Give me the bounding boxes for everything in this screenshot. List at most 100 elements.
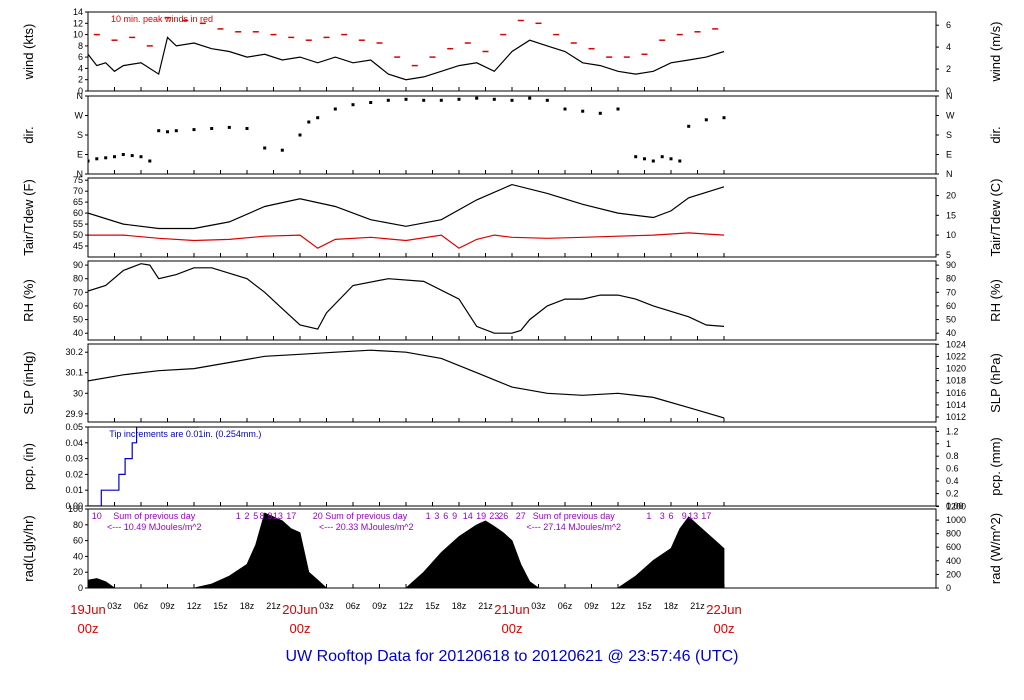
hour-mark-11: 6	[443, 511, 448, 521]
hour-mark-21: 9	[682, 511, 687, 521]
ytick-right-label-dir-2: S	[946, 130, 952, 140]
ylabel-rad: rad(Lgly/hr)	[21, 515, 36, 581]
dir-point-14	[245, 127, 249, 130]
dir-point-35	[598, 111, 602, 115]
ytick-label-slp-2: 30.1	[65, 368, 83, 378]
dir-point-42	[678, 159, 682, 163]
hour-mark-2: 2	[244, 511, 249, 521]
plot-area-rh	[88, 263, 725, 334]
plot-area-temp	[88, 183, 725, 249]
ylabel-right-rad: rad (W/m^2)	[988, 513, 1003, 584]
plot-area-pcp	[88, 427, 199, 506]
dir-point-7	[148, 159, 152, 163]
ytick-label-rad-2: 40	[73, 551, 83, 561]
ytick-label-pcp-3: 0.03	[65, 454, 83, 464]
hour-mark-9: 1	[426, 511, 431, 521]
ytick-right-label-slp-0: 1012	[946, 412, 966, 422]
dir-point-30	[510, 98, 514, 102]
ylabel-right-wind: wind (m/s)	[988, 22, 1003, 83]
dir-point-29	[492, 97, 496, 101]
ytick-label-rh-5: 90	[73, 260, 83, 270]
hour-mark-13: 14	[463, 511, 473, 521]
daily-total-value-2: <--- 27.14 MJoules/m^2	[527, 522, 622, 532]
footer-time: 23:57:46	[628, 648, 691, 665]
date-label-1: 20Jun	[282, 602, 317, 617]
ytick-label-rad-4: 80	[73, 520, 83, 530]
dir-point-4	[121, 153, 125, 156]
ytick-label-wind-7: 14	[73, 7, 83, 17]
ytick-right-label-pcp-1: 0.2	[946, 489, 959, 499]
daily-total-value-1: <--- 20.33 MJoules/m^2	[319, 522, 414, 532]
hour-mark-19: 3	[660, 511, 665, 521]
dir-point-43	[687, 124, 691, 128]
ytick-right-label-pcp-5: 1	[946, 439, 951, 449]
plot-area-wind	[88, 16, 725, 81]
dir-point-27	[457, 97, 461, 101]
ytick-right-label-rh-3: 70	[946, 287, 956, 297]
panel-frame-temp	[87, 177, 937, 258]
time-label-2: 09z	[160, 601, 175, 611]
dir-point-24	[404, 97, 408, 101]
ytick-right-label-temp-2: 15	[946, 210, 956, 220]
time-label-1: 06z	[134, 601, 149, 611]
ytick-right-label-slp-2: 1016	[946, 388, 966, 398]
hour-mark-16: 26	[498, 511, 508, 521]
ytick-label-dir-2: S	[77, 130, 83, 140]
dir-point-34	[581, 109, 585, 113]
time-label-16: 09z	[584, 601, 599, 611]
ytick-label-rad-1: 20	[73, 567, 83, 577]
ylabel-right-rh: RH (%)	[988, 279, 1003, 322]
dir-point-32	[545, 98, 549, 102]
ytick-right-label-rad-4: 800	[946, 529, 961, 539]
ytick-right-label-slp-5: 1022	[946, 351, 966, 361]
dir-point-38	[643, 157, 646, 161]
ytick-label-wind-1: 2	[78, 75, 83, 85]
hour-mark-12: 9	[452, 511, 457, 521]
ytick-right-label-rad-5: 1000	[946, 515, 966, 525]
daily-total-label-0: Sum of previous day	[113, 511, 196, 521]
date-label-3: 22Jun	[706, 602, 741, 617]
ytick-right-label-rad-3: 600	[946, 542, 961, 552]
dir-point-19	[316, 116, 320, 120]
ytick-label-rad-5: 100	[68, 504, 83, 514]
hour-mark-0: 10	[92, 511, 102, 521]
date-label-2: 21Jun	[494, 602, 529, 617]
ytick-label-slp-1: 30	[73, 388, 83, 398]
ytick-right-label-slp-4: 1020	[946, 364, 966, 374]
time-label-4: 15z	[213, 601, 228, 611]
ytick-label-temp-1: 50	[73, 230, 83, 240]
ytick-right-label-rh-5: 90	[946, 260, 956, 270]
ytick-right-label-dir-4: N	[946, 91, 953, 101]
ylabel-slp: SLP (inHg)	[21, 351, 36, 414]
ytick-label-dir-3: W	[75, 111, 84, 121]
ytick-right-label-rh-2: 60	[946, 301, 956, 311]
footer-caption: UW Rooftop Data for 20120618 to 20120621…	[0, 648, 1024, 666]
panel-rad: 020406080100020040060080010001200rad(Lgl…	[21, 502, 1003, 594]
slp-line	[88, 349, 725, 419]
ytick-label-temp-2: 55	[73, 219, 83, 229]
hour-mark-15: 23	[489, 511, 499, 521]
plot-area-dir	[88, 96, 726, 163]
dir-point-2	[104, 156, 108, 160]
ytick-label-rh-3: 70	[73, 287, 83, 297]
ytick-label-dir-0: N	[77, 169, 84, 179]
ytick-right-label-dir-0: N	[946, 169, 953, 179]
dir-point-12	[210, 127, 214, 130]
date-zone-label-1: 00z	[290, 621, 311, 636]
ytick-label-slp-0: 29.9	[65, 409, 83, 419]
ytick-label-dir-1: E	[77, 150, 83, 160]
time-label-7: 03z	[319, 601, 334, 611]
hour-mark-1: 1	[236, 511, 241, 521]
ytick-label-dir-4: N	[77, 91, 84, 101]
ytick-label-temp-3: 60	[73, 208, 83, 218]
ytick-label-temp-4: 65	[73, 197, 83, 207]
plot-area-slp	[88, 349, 725, 419]
dir-point-1	[95, 157, 99, 161]
ytick-right-label-pcp-0: 0.00	[946, 501, 964, 511]
ytick-label-pcp-0: 0.00	[65, 501, 83, 511]
panel-frame-dir	[87, 95, 937, 175]
ytick-right-label-dir-1: E	[946, 150, 952, 160]
